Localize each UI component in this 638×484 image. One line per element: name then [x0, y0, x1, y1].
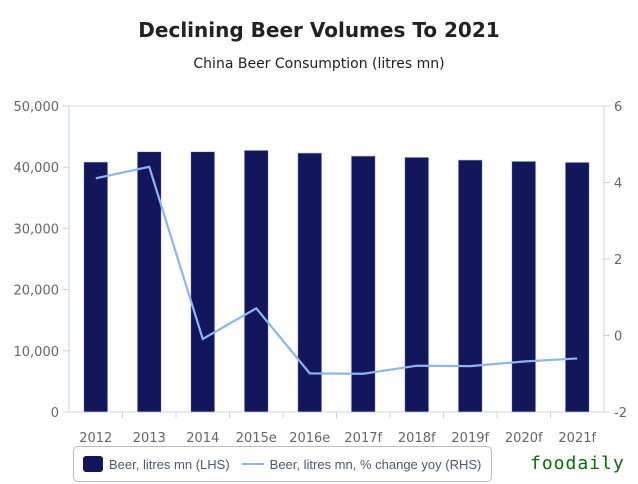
x-tick-label: 2021f: [558, 431, 596, 446]
x-tick-label: 2019f: [451, 431, 489, 446]
left-tick-label: 40,000: [14, 161, 60, 176]
right-tick-label: -2: [614, 406, 627, 421]
x-tick-label: 2018f: [398, 431, 436, 446]
right-tick-label: 4: [614, 177, 622, 192]
bar: [511, 160, 537, 413]
right-tick-label: 6: [614, 100, 622, 115]
bar: [243, 149, 269, 413]
bar: [404, 156, 430, 413]
legend-bar-label: Beer, litres mn (LHS): [109, 456, 230, 472]
x-tick-label: 2017f: [344, 431, 382, 446]
left-tick-label: 10,000: [14, 345, 60, 360]
bar: [350, 155, 376, 413]
left-tick-label: 50,000: [14, 100, 60, 115]
right-tick-label: 2: [614, 253, 622, 268]
bar: [457, 159, 483, 413]
legend-line-label: Beer, litres mn, % change yoy (RHS): [269, 456, 482, 472]
watermark: foodaily: [530, 453, 625, 474]
x-tick-label: 2015e: [236, 431, 277, 446]
bar: [190, 151, 216, 413]
x-tick-label: 2014: [186, 431, 219, 446]
x-tick-label: 2020f: [505, 431, 543, 446]
left-tick-label: 30,000: [14, 222, 60, 237]
chart-title: Declining Beer Volumes To 2021: [138, 18, 500, 42]
left-tick-label: 20,000: [14, 284, 60, 299]
chart-subtitle: China Beer Consumption (litres mn): [193, 56, 445, 72]
x-tick-label: 2013: [133, 431, 166, 446]
bar: [297, 152, 323, 413]
x-tick-label: 2012: [79, 431, 112, 446]
left-tick-label: 0: [51, 406, 59, 421]
right-tick-label: 0: [614, 330, 622, 345]
legend-line-swatch: [241, 463, 264, 465]
bar: [83, 161, 109, 413]
legend: Beer, litres mn (LHS) Beer, litres mn, %…: [73, 446, 493, 482]
bar: [564, 161, 590, 413]
x-tick-label: 2016e: [289, 431, 330, 446]
yoy-line: [95, 165, 578, 375]
legend-bar-swatch: [83, 456, 103, 472]
